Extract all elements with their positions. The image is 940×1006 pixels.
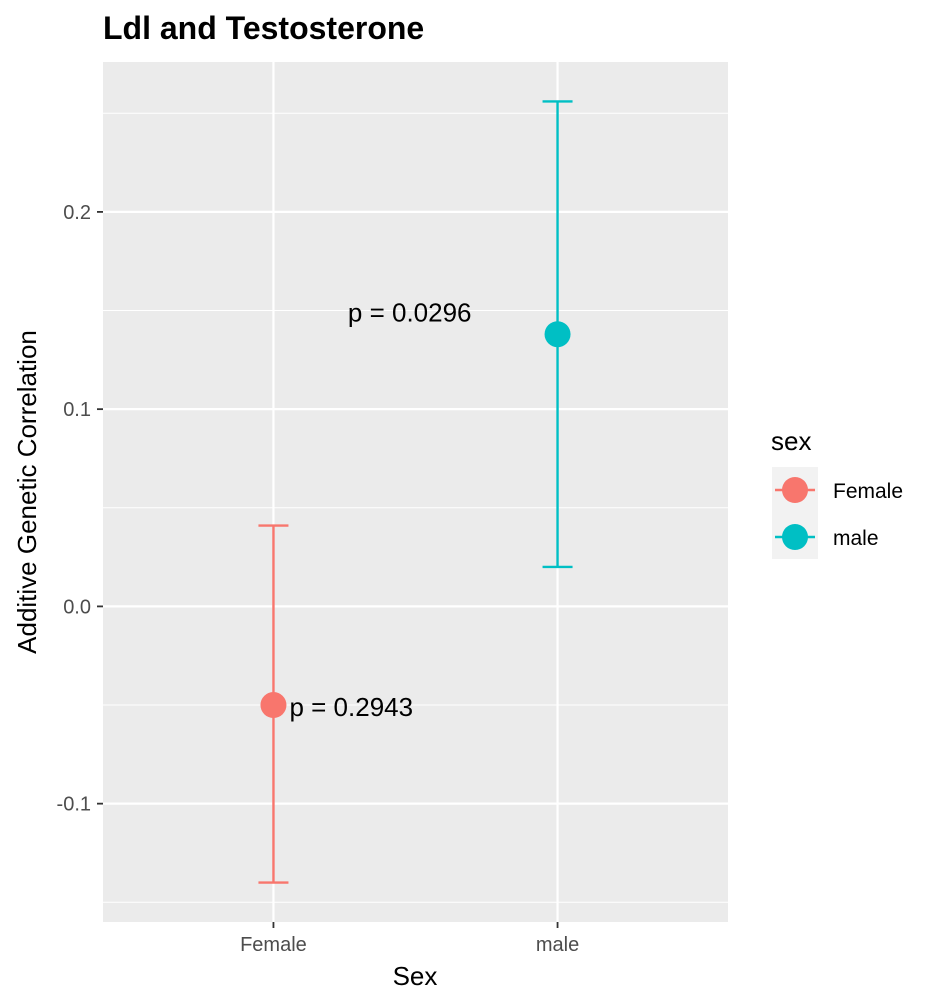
y-tick-label: -0.1 xyxy=(57,794,91,816)
chart-title: Ldl and Testosterone xyxy=(103,10,424,46)
x-tick-label: male xyxy=(536,934,579,956)
point-female xyxy=(260,692,287,719)
legend-key-point-male xyxy=(782,524,808,550)
plot-panel xyxy=(103,62,728,922)
legend-label-female: Female xyxy=(833,480,903,503)
data-marks xyxy=(258,100,573,884)
x-axis-title: Sex xyxy=(393,961,438,991)
p-value-label: p = 0.2943 xyxy=(289,692,413,722)
legend-title: sex xyxy=(771,426,811,456)
legend-label-male: male xyxy=(833,527,879,550)
p-value-label: p = 0.0296 xyxy=(348,298,472,328)
legend: sex Female male xyxy=(771,426,903,559)
y-axis: -0.1 0.0 0.1 0.2 xyxy=(57,202,103,816)
x-axis: Female male xyxy=(240,922,579,956)
y-tick-label: 0.2 xyxy=(63,202,91,224)
legend-key-point-female xyxy=(782,477,808,503)
y-tick-label: 0.0 xyxy=(63,596,91,618)
annotations: p = 0.2943 p = 0.0296 xyxy=(289,298,471,722)
y-axis-title: Additive Genetic Correlation xyxy=(12,330,42,654)
x-tick-label: Female xyxy=(240,934,307,956)
minor-gridlines xyxy=(103,112,728,903)
point-male xyxy=(544,321,571,348)
y-tick-label: 0.1 xyxy=(63,399,91,421)
